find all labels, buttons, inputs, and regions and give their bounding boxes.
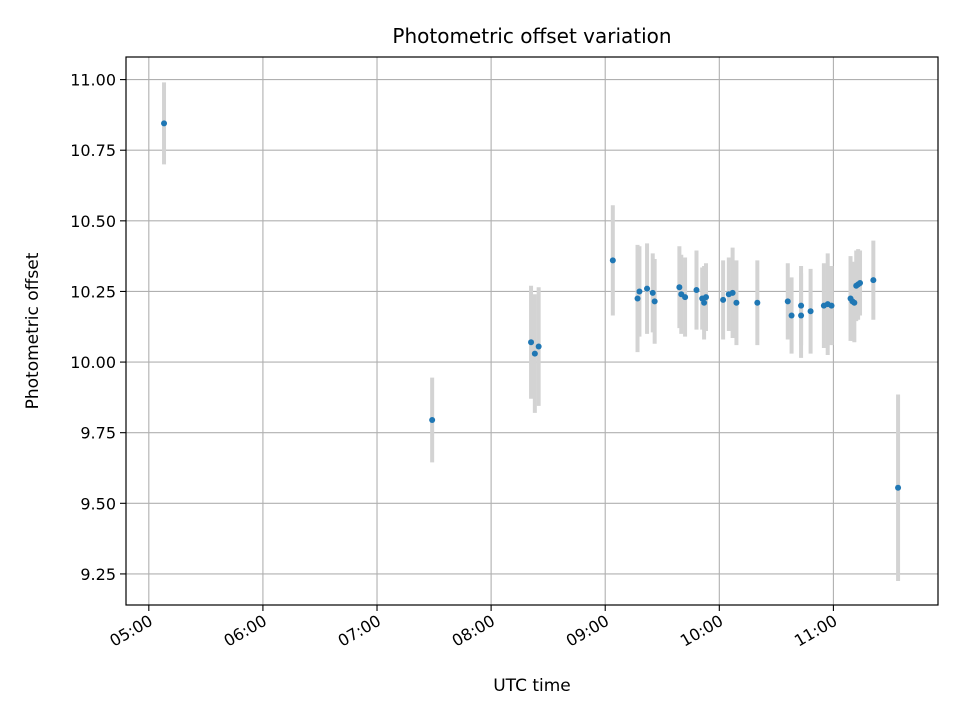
- data-point: [807, 308, 814, 315]
- y-axis-label: Photometric offset: [23, 252, 43, 409]
- y-tick-label: 10.75: [70, 141, 116, 160]
- y-tick-label: 10.00: [70, 353, 116, 372]
- data-point: [798, 312, 805, 319]
- data-point: [429, 416, 436, 423]
- data-point: [729, 289, 736, 296]
- y-tick-label: 9.50: [80, 494, 116, 513]
- data-points: [161, 120, 902, 491]
- data-point: [682, 294, 689, 301]
- data-point: [634, 295, 641, 302]
- data-point: [531, 350, 538, 357]
- data-point: [784, 298, 791, 305]
- y-tick-label: 9.25: [80, 565, 116, 584]
- y-tick-label: 10.25: [70, 282, 116, 301]
- data-point: [528, 339, 535, 346]
- y-tick-label: 9.75: [80, 424, 116, 443]
- data-point: [828, 302, 835, 309]
- y-tick-label: 10.50: [70, 212, 116, 231]
- data-point: [644, 285, 651, 292]
- data-point: [870, 277, 877, 284]
- chart-title: Photometric offset variation: [392, 24, 671, 48]
- data-point: [851, 299, 858, 306]
- data-point: [754, 299, 761, 306]
- data-point: [788, 312, 795, 319]
- data-point: [676, 284, 683, 291]
- y-tick-label: 11.00: [70, 71, 116, 90]
- x-axis-label: UTC time: [493, 676, 571, 696]
- y-axis-ticks: 9.25 9.50 9.75 10.00 10.25 10.50 10.75 11.00: [70, 71, 126, 584]
- data-point: [895, 484, 902, 491]
- data-point: [609, 257, 616, 264]
- plot-frame: [125, 56, 939, 606]
- data-point: [798, 302, 805, 309]
- data-point: [161, 120, 168, 127]
- data-point: [535, 343, 542, 350]
- data-point: [703, 294, 709, 301]
- data-point: [693, 287, 700, 294]
- data-point: [651, 298, 658, 305]
- data-point: [701, 299, 708, 306]
- data-point: [649, 289, 656, 296]
- data-point: [636, 288, 643, 295]
- data-point: [857, 279, 864, 286]
- data-point: [733, 299, 740, 306]
- data-point: [720, 296, 727, 303]
